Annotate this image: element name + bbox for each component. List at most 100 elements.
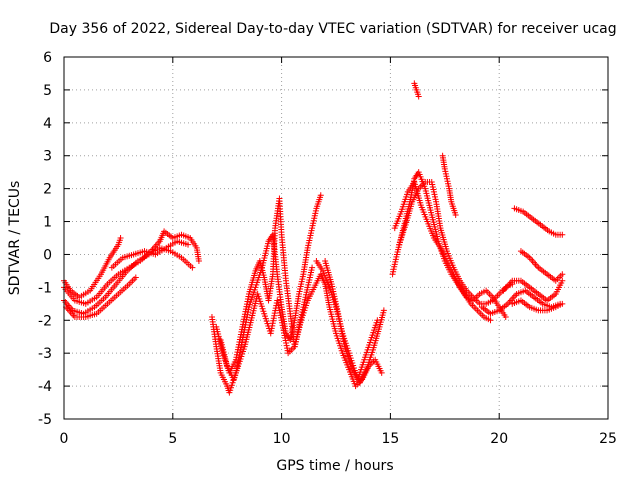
chart-title: Day 356 of 2022, Sidereal Day-to-day VTE… <box>49 21 616 37</box>
data-point <box>280 327 287 334</box>
y-tick-label: 5 <box>43 83 52 99</box>
series-19 <box>517 248 566 284</box>
data-point <box>280 324 287 331</box>
data-point <box>238 339 245 346</box>
data-point <box>268 327 275 334</box>
data-point <box>415 93 422 100</box>
data-point <box>243 303 250 310</box>
data-point <box>282 334 289 341</box>
series-4 <box>108 238 192 271</box>
data-point <box>269 322 276 329</box>
data-point <box>237 344 244 351</box>
data-point <box>279 319 286 326</box>
series-13 <box>411 80 422 100</box>
data-point <box>238 342 245 349</box>
data-point <box>185 241 192 248</box>
y-tick-label: 1 <box>43 215 52 231</box>
data-point <box>336 318 343 325</box>
data-point <box>239 337 246 344</box>
data-point <box>269 320 276 327</box>
series-16 <box>500 277 566 304</box>
data-point <box>268 325 275 332</box>
data-point <box>233 351 240 358</box>
data-point <box>374 317 381 324</box>
data-point <box>284 345 291 352</box>
series-14 <box>439 152 459 218</box>
data-point <box>236 339 243 346</box>
data-point <box>235 344 242 351</box>
data-point <box>243 316 250 323</box>
series-17 <box>509 297 566 314</box>
data-point <box>452 211 459 218</box>
y-tick-label: -3 <box>38 346 52 362</box>
series-15 <box>478 287 564 317</box>
data-point <box>244 309 251 316</box>
x-tick-label: 5 <box>168 431 177 447</box>
data-point <box>240 318 247 325</box>
series-12 <box>396 179 516 307</box>
y-tick-label: -1 <box>38 280 52 296</box>
data-point <box>238 328 245 335</box>
y-tick-label: -5 <box>38 412 52 428</box>
data-points <box>61 80 566 396</box>
data-point <box>341 341 348 348</box>
x-tick-label: 25 <box>599 431 617 447</box>
data-point <box>309 264 316 271</box>
data-point <box>241 313 248 320</box>
y-tick-label: 6 <box>43 50 52 66</box>
plot-frame <box>63 56 609 420</box>
data-point <box>335 310 342 317</box>
data-point <box>283 342 290 349</box>
y-tick-label: 2 <box>43 182 52 198</box>
y-tick-label: -4 <box>38 379 52 395</box>
data-point <box>270 317 277 324</box>
x-tick-label: 0 <box>60 431 69 447</box>
data-point <box>337 320 344 327</box>
data-point <box>237 333 244 340</box>
data-point <box>278 317 285 324</box>
x-axis-label: GPS time / hours <box>276 458 393 474</box>
data-point <box>267 330 274 337</box>
y-axis-label: SDTVAR / TECUs <box>7 181 23 296</box>
data-point <box>236 336 243 343</box>
data-point <box>339 330 346 337</box>
data-point <box>245 293 252 300</box>
data-point <box>282 337 289 344</box>
data-point <box>335 313 342 320</box>
x-tick-label: 20 <box>490 431 508 447</box>
data-point <box>340 338 347 345</box>
data-point <box>244 298 251 305</box>
x-tick-label: 15 <box>381 431 399 447</box>
data-point <box>271 310 278 317</box>
data-point <box>337 323 344 330</box>
data-point <box>239 323 246 330</box>
data-point <box>239 321 246 328</box>
data-point <box>195 258 202 265</box>
data-point <box>279 322 286 329</box>
data-point <box>336 315 343 322</box>
data-point <box>244 296 251 303</box>
data-point <box>378 369 385 376</box>
data-point <box>189 264 196 271</box>
y-tick-label: 4 <box>43 116 52 132</box>
x-tick-label: 10 <box>273 431 291 447</box>
series-7 <box>217 271 385 390</box>
series-18 <box>511 205 566 238</box>
data-point <box>338 325 345 332</box>
data-point <box>281 329 288 336</box>
data-point <box>235 341 242 348</box>
data-point <box>234 346 241 353</box>
data-point <box>237 347 244 354</box>
y-tick-label: 0 <box>43 247 52 263</box>
data-point <box>340 336 347 343</box>
data-point <box>243 314 250 321</box>
series-3 <box>63 274 139 320</box>
data-point <box>242 308 249 315</box>
data-point <box>242 306 249 313</box>
data-point <box>232 356 239 363</box>
data-point <box>243 301 250 308</box>
series-0 <box>61 235 124 301</box>
data-point <box>245 306 252 313</box>
data-point <box>487 317 494 324</box>
